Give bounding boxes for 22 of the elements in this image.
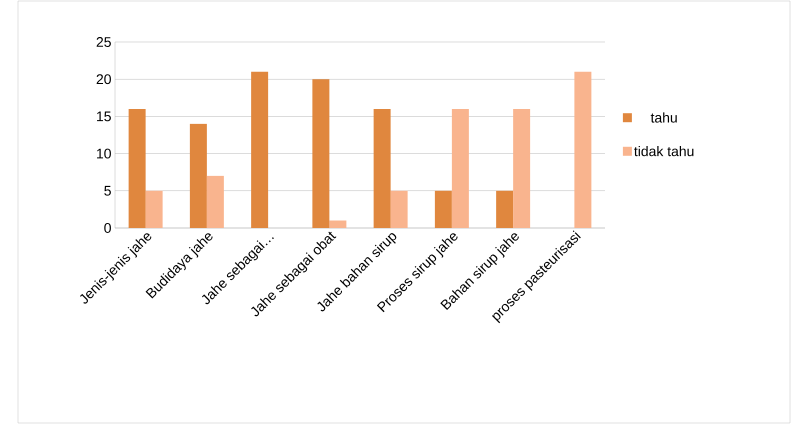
y-tick-label: 15 [97,112,111,122]
y-tick-label: 5 [104,186,111,196]
bar [146,190,163,228]
legend-label: tahu [650,112,677,123]
legend-label: tidak tahu [634,146,694,156]
bar [190,124,207,228]
bar [496,190,514,228]
bar [251,72,268,228]
bar [513,108,530,228]
y-tick-label: 0 [104,223,111,233]
y-tick-label: 10 [97,148,111,159]
bar [374,108,391,228]
bar [312,79,330,228]
bar [434,190,452,228]
bar [390,190,408,228]
bar [452,108,469,228]
bar [574,72,592,228]
bar [329,220,346,228]
y-tick-label: 20 [96,74,111,84]
bar [206,176,224,228]
y-tick-label: 25 [96,37,111,47]
bar [128,108,146,228]
